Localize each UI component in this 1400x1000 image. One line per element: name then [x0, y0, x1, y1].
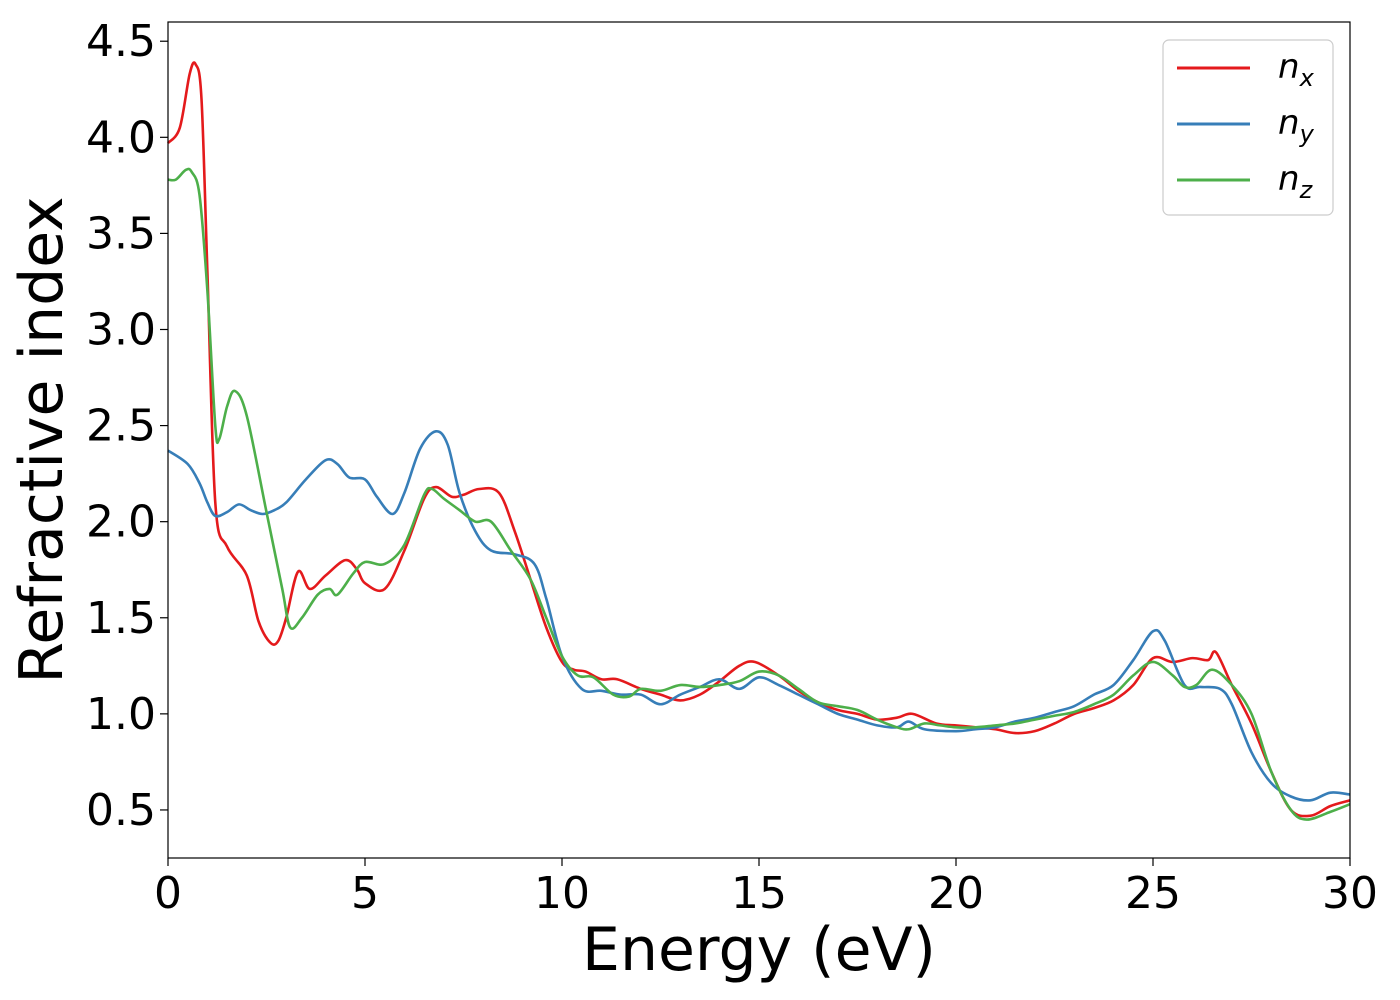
series-layer: [166, 61, 1351, 821]
x-tick-label: 30: [1322, 868, 1378, 919]
x-tick-label: 10: [534, 868, 590, 919]
x-tick-label: 0: [154, 868, 182, 919]
x-axis-label: Energy (eV): [582, 915, 936, 985]
legend-label-nz: nz: [1278, 159, 1314, 204]
y-tick-label: 3.5: [86, 208, 156, 259]
y-tick-label: 2.0: [86, 497, 156, 548]
legend: nx ny nz: [1162, 39, 1334, 216]
y-tick-label: 4.0: [86, 112, 156, 163]
y-tick-label: 0.5: [86, 785, 156, 836]
series-line-ny: [167, 430, 1351, 802]
series-line-nx: [166, 61, 1351, 818]
series-line-nz: [167, 167, 1351, 821]
x-tick-label: 25: [1125, 868, 1181, 919]
legend-label-nx: nx: [1278, 47, 1315, 92]
x-tick-label: 20: [928, 868, 984, 919]
y-tick-label: 2.5: [86, 401, 156, 452]
y-axis-label: Refractive index: [7, 196, 77, 683]
plot-area: [168, 22, 1350, 858]
y-tick-label: 1.0: [86, 689, 156, 740]
legend-label-ny: ny: [1278, 103, 1315, 148]
y-tick-label: 1.5: [86, 593, 156, 644]
x-tick-label: 5: [351, 868, 379, 919]
y-tick-label: 3.0: [86, 304, 156, 355]
y-tick-label: 4.5: [86, 16, 156, 67]
legend-box: [1162, 39, 1334, 216]
x-axis: 0 5 10 15 20 25 30: [154, 858, 1378, 919]
y-axis: 0.5 1.0 1.5 2.0 2.5 3.0 3.5 4.0 4.5: [86, 16, 168, 836]
x-tick-label: 15: [731, 868, 787, 919]
